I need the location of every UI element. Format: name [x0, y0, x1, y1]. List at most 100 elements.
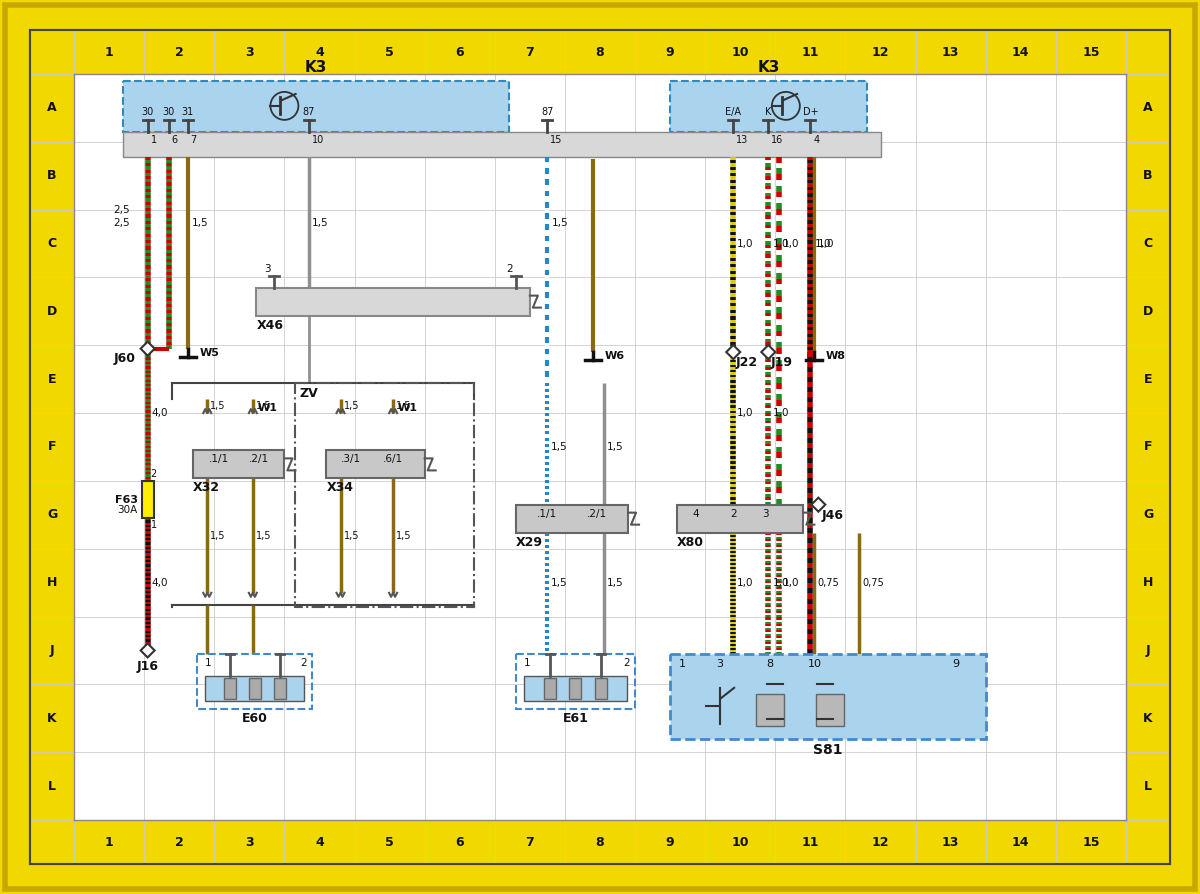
Text: J60: J60	[114, 351, 136, 365]
Text: S81: S81	[814, 743, 842, 757]
Text: 13: 13	[942, 836, 959, 848]
Text: 1,5: 1,5	[551, 442, 568, 452]
Text: 2: 2	[175, 836, 184, 848]
Bar	[30, 74, 74, 820]
Text: 31: 31	[181, 106, 193, 116]
Text: 4: 4	[692, 509, 700, 519]
Text: 0,75: 0,75	[863, 578, 884, 587]
Text: 0,75: 0,75	[817, 578, 839, 587]
Text: 11: 11	[802, 836, 820, 848]
Text: H: H	[1142, 576, 1153, 589]
Text: 4: 4	[316, 46, 324, 58]
Text: X32: X32	[193, 481, 221, 494]
Text: G: G	[1142, 509, 1153, 521]
Text: 15: 15	[1082, 46, 1099, 58]
Text: 4,0: 4,0	[151, 578, 168, 587]
Text: 6: 6	[172, 135, 178, 145]
Text: D+: D+	[803, 106, 818, 116]
Text: 4: 4	[316, 836, 324, 848]
Text: 1,5: 1,5	[551, 578, 568, 587]
Text: 7: 7	[526, 46, 534, 58]
Bar	[524, 676, 628, 701]
Text: 1: 1	[205, 658, 211, 668]
Text: 1,0: 1,0	[818, 239, 834, 249]
Text: 3: 3	[762, 509, 769, 519]
Text: 3: 3	[245, 46, 253, 58]
Text: 8: 8	[595, 46, 605, 58]
Text: 3: 3	[245, 836, 253, 848]
Text: H: H	[47, 576, 58, 589]
Text: 2,5: 2,5	[113, 218, 130, 228]
Text: E60: E60	[241, 712, 268, 725]
Text: 1,5: 1,5	[210, 531, 226, 541]
Text: 2: 2	[623, 658, 630, 668]
Text: 4,0: 4,0	[151, 408, 168, 418]
Text: 13: 13	[737, 135, 749, 145]
Text: E61: E61	[563, 712, 588, 725]
Text: F: F	[48, 441, 56, 453]
Text: 13: 13	[942, 46, 959, 58]
Text: 16: 16	[772, 135, 784, 145]
Text: K: K	[47, 712, 56, 725]
Bar	[670, 654, 985, 738]
Text: 9: 9	[666, 46, 674, 58]
Text: W1: W1	[398, 402, 418, 412]
Text: 1,5: 1,5	[256, 531, 271, 541]
Text: J19: J19	[770, 356, 792, 369]
Text: A: A	[1144, 101, 1153, 114]
Text: 1: 1	[104, 46, 114, 58]
Bar	[124, 80, 509, 131]
Text: J: J	[1146, 644, 1151, 657]
Text: 10: 10	[732, 836, 749, 848]
Text: J22: J22	[736, 356, 757, 369]
Text: 1,5: 1,5	[552, 218, 568, 228]
Text: 2: 2	[506, 264, 512, 274]
Bar	[516, 504, 628, 533]
Bar	[326, 451, 425, 478]
Polygon shape	[140, 644, 155, 657]
Text: 1,5: 1,5	[343, 401, 359, 411]
Text: 1: 1	[104, 836, 114, 848]
Text: 2: 2	[175, 46, 184, 58]
Text: 6: 6	[456, 836, 464, 848]
Text: 9: 9	[666, 836, 674, 848]
Text: 2: 2	[300, 658, 307, 668]
Bar	[205, 676, 305, 701]
Text: 1,0: 1,0	[773, 408, 788, 418]
Text: 1,5: 1,5	[396, 401, 412, 411]
Text: E/A: E/A	[725, 106, 742, 116]
Text: E: E	[1144, 373, 1152, 385]
Bar	[816, 694, 844, 726]
Text: J: J	[49, 644, 54, 657]
Bar	[570, 678, 582, 699]
Text: .1/1: .1/1	[538, 509, 557, 519]
Text: A: A	[47, 101, 56, 114]
Text: W8: W8	[826, 351, 846, 361]
Text: K3: K3	[305, 60, 328, 75]
Text: 1,0: 1,0	[737, 578, 754, 587]
Text: 1,5: 1,5	[606, 442, 623, 452]
Text: D: D	[47, 305, 58, 318]
Text: 1,0: 1,0	[773, 239, 788, 249]
Polygon shape	[811, 498, 826, 511]
Text: 1,5: 1,5	[606, 578, 623, 587]
Text: B: B	[1144, 169, 1153, 182]
Text: 10: 10	[732, 46, 749, 58]
Text: K: K	[766, 106, 772, 116]
Bar	[30, 820, 1170, 864]
Text: 1,5: 1,5	[312, 218, 329, 228]
Text: K: K	[1144, 712, 1153, 725]
Text: 11: 11	[802, 46, 820, 58]
Text: L: L	[1144, 780, 1152, 793]
Bar	[30, 30, 1170, 74]
Text: 1: 1	[151, 520, 157, 530]
Text: X29: X29	[516, 536, 542, 549]
Text: 1: 1	[524, 658, 530, 668]
Text: 1,0: 1,0	[737, 239, 754, 249]
Text: 3: 3	[716, 659, 724, 669]
Text: 15: 15	[1082, 836, 1099, 848]
Text: 8: 8	[595, 836, 605, 848]
Text: 30: 30	[162, 106, 175, 116]
Bar	[677, 504, 803, 533]
Text: 4: 4	[814, 135, 820, 145]
